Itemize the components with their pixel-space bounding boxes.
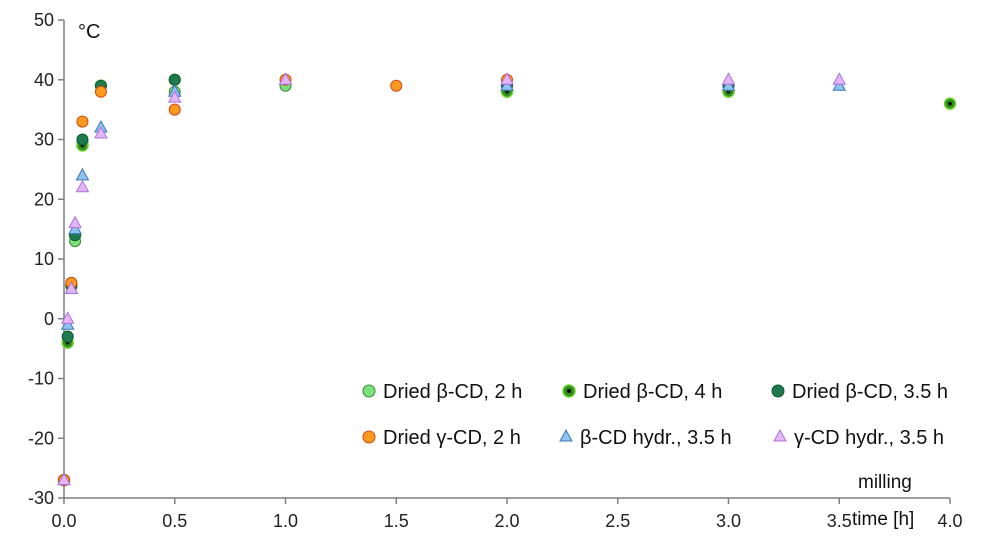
data-point	[76, 115, 89, 128]
legend-marker-gamma-hydr	[773, 428, 787, 442]
legend-item-beta-hydr: β-CD hydr., 3.5 h	[559, 427, 732, 449]
data-point	[94, 85, 107, 98]
legend-label-gamma-hydr: γ-CD hydr., 3.5 h	[794, 427, 944, 449]
data-point	[75, 179, 90, 193]
legend-label-beta-hydr: β-CD hydr., 3.5 h	[580, 427, 732, 449]
legend-marker-dried-gamma-2h	[362, 430, 376, 444]
data-point	[167, 90, 182, 103]
y-tick-label: -30	[28, 488, 54, 508]
x-tick-label: 2.5	[605, 511, 630, 531]
x-tick-label: 3.5	[827, 511, 852, 531]
y-tick-label: -20	[28, 428, 54, 448]
data-point	[500, 72, 514, 85]
data-point	[390, 79, 403, 92]
legend-label-dried-gamma-2h: Dried γ-CD, 2 h	[383, 427, 521, 449]
legend-marker-dot-dried-beta-4h	[567, 389, 571, 393]
x-tick-label: 1.0	[273, 511, 298, 531]
y-tick-label: -10	[28, 369, 54, 389]
y-tick-label: 0	[44, 309, 54, 329]
y-tick-label: 20	[34, 189, 54, 209]
legend-marker-dried-beta-3-5h	[771, 384, 785, 398]
legend-marker-dried-beta-2h	[362, 384, 376, 398]
x-axis-label-line1: milling	[858, 472, 912, 493]
data-point	[168, 73, 181, 86]
data-point	[68, 215, 82, 229]
series-2-points	[58, 73, 735, 487]
y-tick-label: 10	[34, 249, 54, 269]
x-tick-label: 4.0	[937, 511, 962, 531]
series-5-points	[57, 72, 847, 486]
legend-marker-beta-hydr	[559, 428, 573, 442]
legend-item-dried-beta-4h: Dried β-CD, 4 h	[562, 381, 722, 403]
data-point-center	[948, 101, 952, 106]
y-tick-group: 50 40 30 20 10 0 -10 -20 -30	[28, 10, 64, 508]
x-tick-label: 1.5	[384, 511, 409, 531]
data-point	[76, 133, 89, 146]
legend-item-gamma-hydr: γ-CD hydr., 3.5 h	[773, 427, 944, 449]
legend-item-dried-beta-3-5h: Dried β-CD, 3.5 h	[771, 381, 948, 403]
legend-item-dried-gamma-2h: Dried γ-CD, 2 h	[362, 427, 521, 449]
data-point	[94, 125, 108, 139]
x-tick-label: 2.0	[494, 511, 519, 531]
data-point	[60, 311, 75, 324]
data-points	[57, 72, 957, 487]
x-tick-label: 0.5	[162, 511, 187, 531]
series-1-points	[57, 73, 957, 487]
data-point	[832, 72, 847, 85]
x-tick-group: 0.0 0.5 1.0 1.5 2.0 2.5 3.0 3.5 4.0	[51, 498, 963, 531]
data-point	[61, 330, 74, 343]
legend-label-dried-beta-3-5h: Dried β-CD, 3.5 h	[792, 381, 948, 403]
y-tick-label: 50	[34, 10, 54, 30]
data-point	[57, 472, 71, 486]
series-4-points	[57, 78, 847, 486]
x-axis-label-line2: time [h]	[852, 509, 914, 530]
x-tick-label: 0.0	[51, 511, 76, 531]
series-3-points	[58, 73, 513, 487]
data-point	[168, 103, 181, 116]
y-tick-label: 40	[34, 70, 54, 90]
legend-label-dried-beta-2h: Dried β-CD, 2 h	[383, 381, 522, 403]
data-point	[64, 281, 79, 294]
legend: Dried β-CD, 2 h Dried β-CD, 4 h Dried β-…	[362, 381, 948, 449]
data-point	[75, 167, 90, 181]
data-point	[721, 72, 736, 85]
y-tick-label: 30	[34, 130, 54, 150]
legend-label-dried-beta-4h: Dried β-CD, 4 h	[583, 381, 722, 403]
x-tick-label: 3.0	[716, 511, 741, 531]
y-unit-label: °C	[78, 21, 100, 43]
legend-item-dried-beta-2h: Dried β-CD, 2 h	[362, 381, 522, 403]
data-point	[278, 72, 293, 85]
series-0-points	[58, 79, 513, 487]
